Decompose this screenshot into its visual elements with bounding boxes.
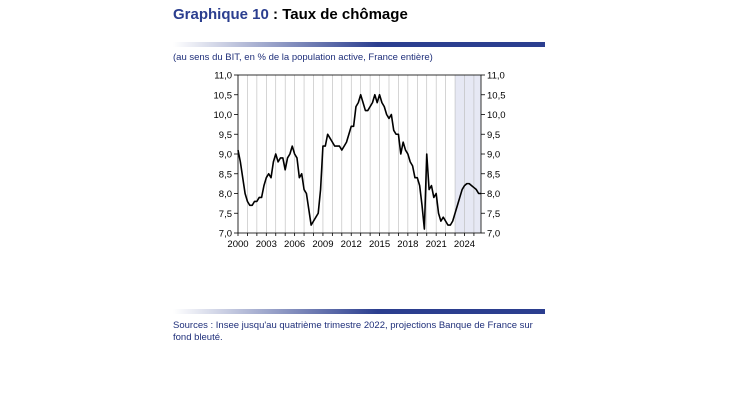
x-tick-label: 2006 — [284, 239, 305, 250]
y-tick-label-left: 11,0 — [214, 71, 232, 82]
y-tick-label-left: 10,5 — [214, 90, 233, 101]
y-tick-label-right: 9,0 — [487, 150, 500, 161]
y-tick-label-left: 10,0 — [214, 110, 233, 121]
plot-border — [237, 74, 482, 234]
chart-title-text: : Taux de chômage — [273, 6, 408, 23]
top-divider — [173, 42, 545, 47]
x-tick-label: 2021 — [426, 239, 447, 250]
y-tick-label-left: 8,0 — [219, 189, 232, 200]
y-tick-label-left: 8,5 — [219, 169, 232, 180]
y-tick-label-left: 9,5 — [219, 130, 232, 141]
series-layer — [237, 93, 481, 230]
x-tick-label: 2012 — [341, 239, 362, 250]
unemployment-rate-line — [237, 93, 481, 230]
chart-title: Graphique 10 : Taux de chômage — [173, 6, 408, 23]
y-tick-label-left: 7,5 — [219, 209, 232, 220]
chart-number: Graphique 10 — [173, 6, 269, 23]
x-tick-label: 2018 — [397, 239, 418, 250]
y-tick-label-right: 10,0 — [487, 110, 506, 121]
y-tick-label-right: 9,5 — [487, 130, 500, 141]
source-note: Sources : Insee jusqu'au quatrième trime… — [173, 320, 533, 343]
y-tick-label-right: 8,5 — [487, 169, 500, 180]
y-tick-label-right: 8,0 — [487, 189, 500, 200]
y-tick-label-left: 7,0 — [219, 229, 232, 240]
x-tick-label: 2024 — [454, 239, 475, 250]
y-tick-label-right: 7,0 — [487, 229, 500, 240]
y-tick-label-right: 10,5 — [487, 90, 506, 101]
x-tick-label: 2015 — [369, 239, 390, 250]
projection-shading — [455, 75, 481, 233]
y-tick-label-right: 7,5 — [487, 209, 500, 220]
y-tick-label-right: 11,0 — [487, 71, 505, 82]
plot-frame — [237, 74, 482, 234]
x-tick-label: 2009 — [312, 239, 333, 250]
x-tick-label: 2000 — [227, 239, 248, 250]
axis-ticks: 7,0 7,0 7,5 7,5 8,0 8,0 8,5 8,5 9,0 9,0 9,5 9,5 10,0… — [214, 71, 506, 251]
x-tick-label: 2003 — [256, 239, 277, 250]
bottom-divider — [173, 309, 545, 314]
y-tick-label-left: 9,0 — [219, 150, 232, 161]
chart-subtitle: (au sens du BIT, en % de la population a… — [173, 52, 433, 63]
